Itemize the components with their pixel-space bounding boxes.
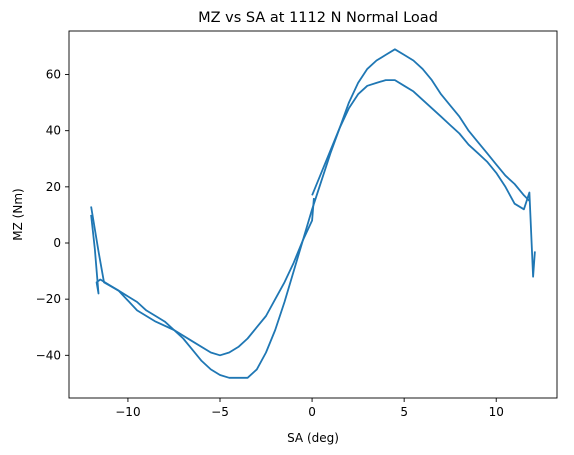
series-layer (90, 48, 536, 379)
y-tick-label: −20 (36, 292, 61, 306)
x-tick-label: 10 (489, 405, 504, 419)
y-tick-label: 60 (46, 68, 61, 82)
y-axis: −40 −20 0 20 40 60 (36, 68, 69, 362)
x-tick-label: −5 (211, 405, 229, 419)
plot-frame (68, 30, 558, 399)
series-line-1 (90, 198, 315, 357)
x-tick-label: 0 (308, 405, 316, 419)
y-axis-label: MZ (Nm) (11, 188, 25, 240)
x-axis: −10 −5 0 5 10 (115, 398, 504, 419)
x-tick-label: −10 (115, 405, 140, 419)
y-tick-label: 20 (46, 180, 61, 194)
x-tick-label: 5 (400, 405, 408, 419)
chart-title: MZ vs SA at 1112 N Normal Load (198, 10, 438, 26)
series-line-3 (90, 48, 531, 379)
x-axis-label: SA (deg) (287, 431, 339, 445)
y-tick-label: −40 (36, 348, 61, 362)
y-tick-label: 0 (53, 236, 61, 250)
series-line-2 (311, 79, 536, 278)
y-tick-label: 40 (46, 124, 61, 138)
